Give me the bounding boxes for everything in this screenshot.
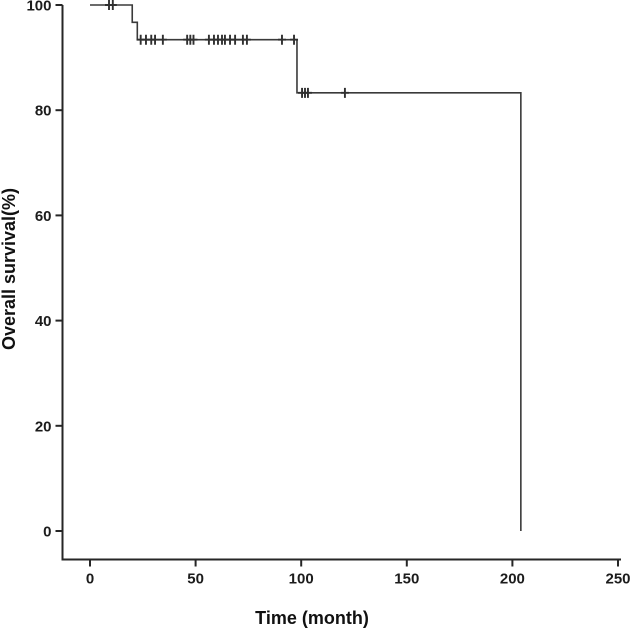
censor-mark [303, 87, 312, 98]
km-step-curve [90, 4, 522, 531]
x-tick-label: 150 [394, 571, 419, 588]
censor-mark [189, 34, 198, 45]
x-tick-label: 50 [187, 571, 204, 588]
x-tick-label: 0 [86, 571, 94, 588]
x-axis-title: Time (month) [255, 608, 369, 628]
y-tick-label: 20 [35, 418, 52, 435]
x-tick-label: 100 [289, 571, 314, 588]
y-tick-label: 100 [26, 0, 51, 15]
censor-mark [108, 0, 117, 10]
censor-mark [340, 87, 349, 98]
y-axis-title: Overall survival(%) [0, 188, 19, 350]
censor-mark [151, 34, 160, 45]
censor-mark [242, 34, 251, 45]
y-tick-label: 80 [35, 103, 52, 120]
censor-mark [158, 34, 167, 45]
censor-mark [231, 34, 240, 45]
x-tick-label: 250 [605, 571, 630, 588]
censor-mark [277, 34, 286, 45]
y-tick-label: 60 [35, 208, 52, 225]
y-tick-label: 0 [43, 524, 51, 541]
axes-lines [61, 5, 621, 561]
y-tick-label: 40 [35, 313, 52, 330]
x-tick-label: 200 [500, 571, 525, 588]
plot-layer: 0 20 40 60 80 100 0 50 100 150 200 250 [26, 0, 630, 588]
censor-mark [290, 34, 299, 45]
